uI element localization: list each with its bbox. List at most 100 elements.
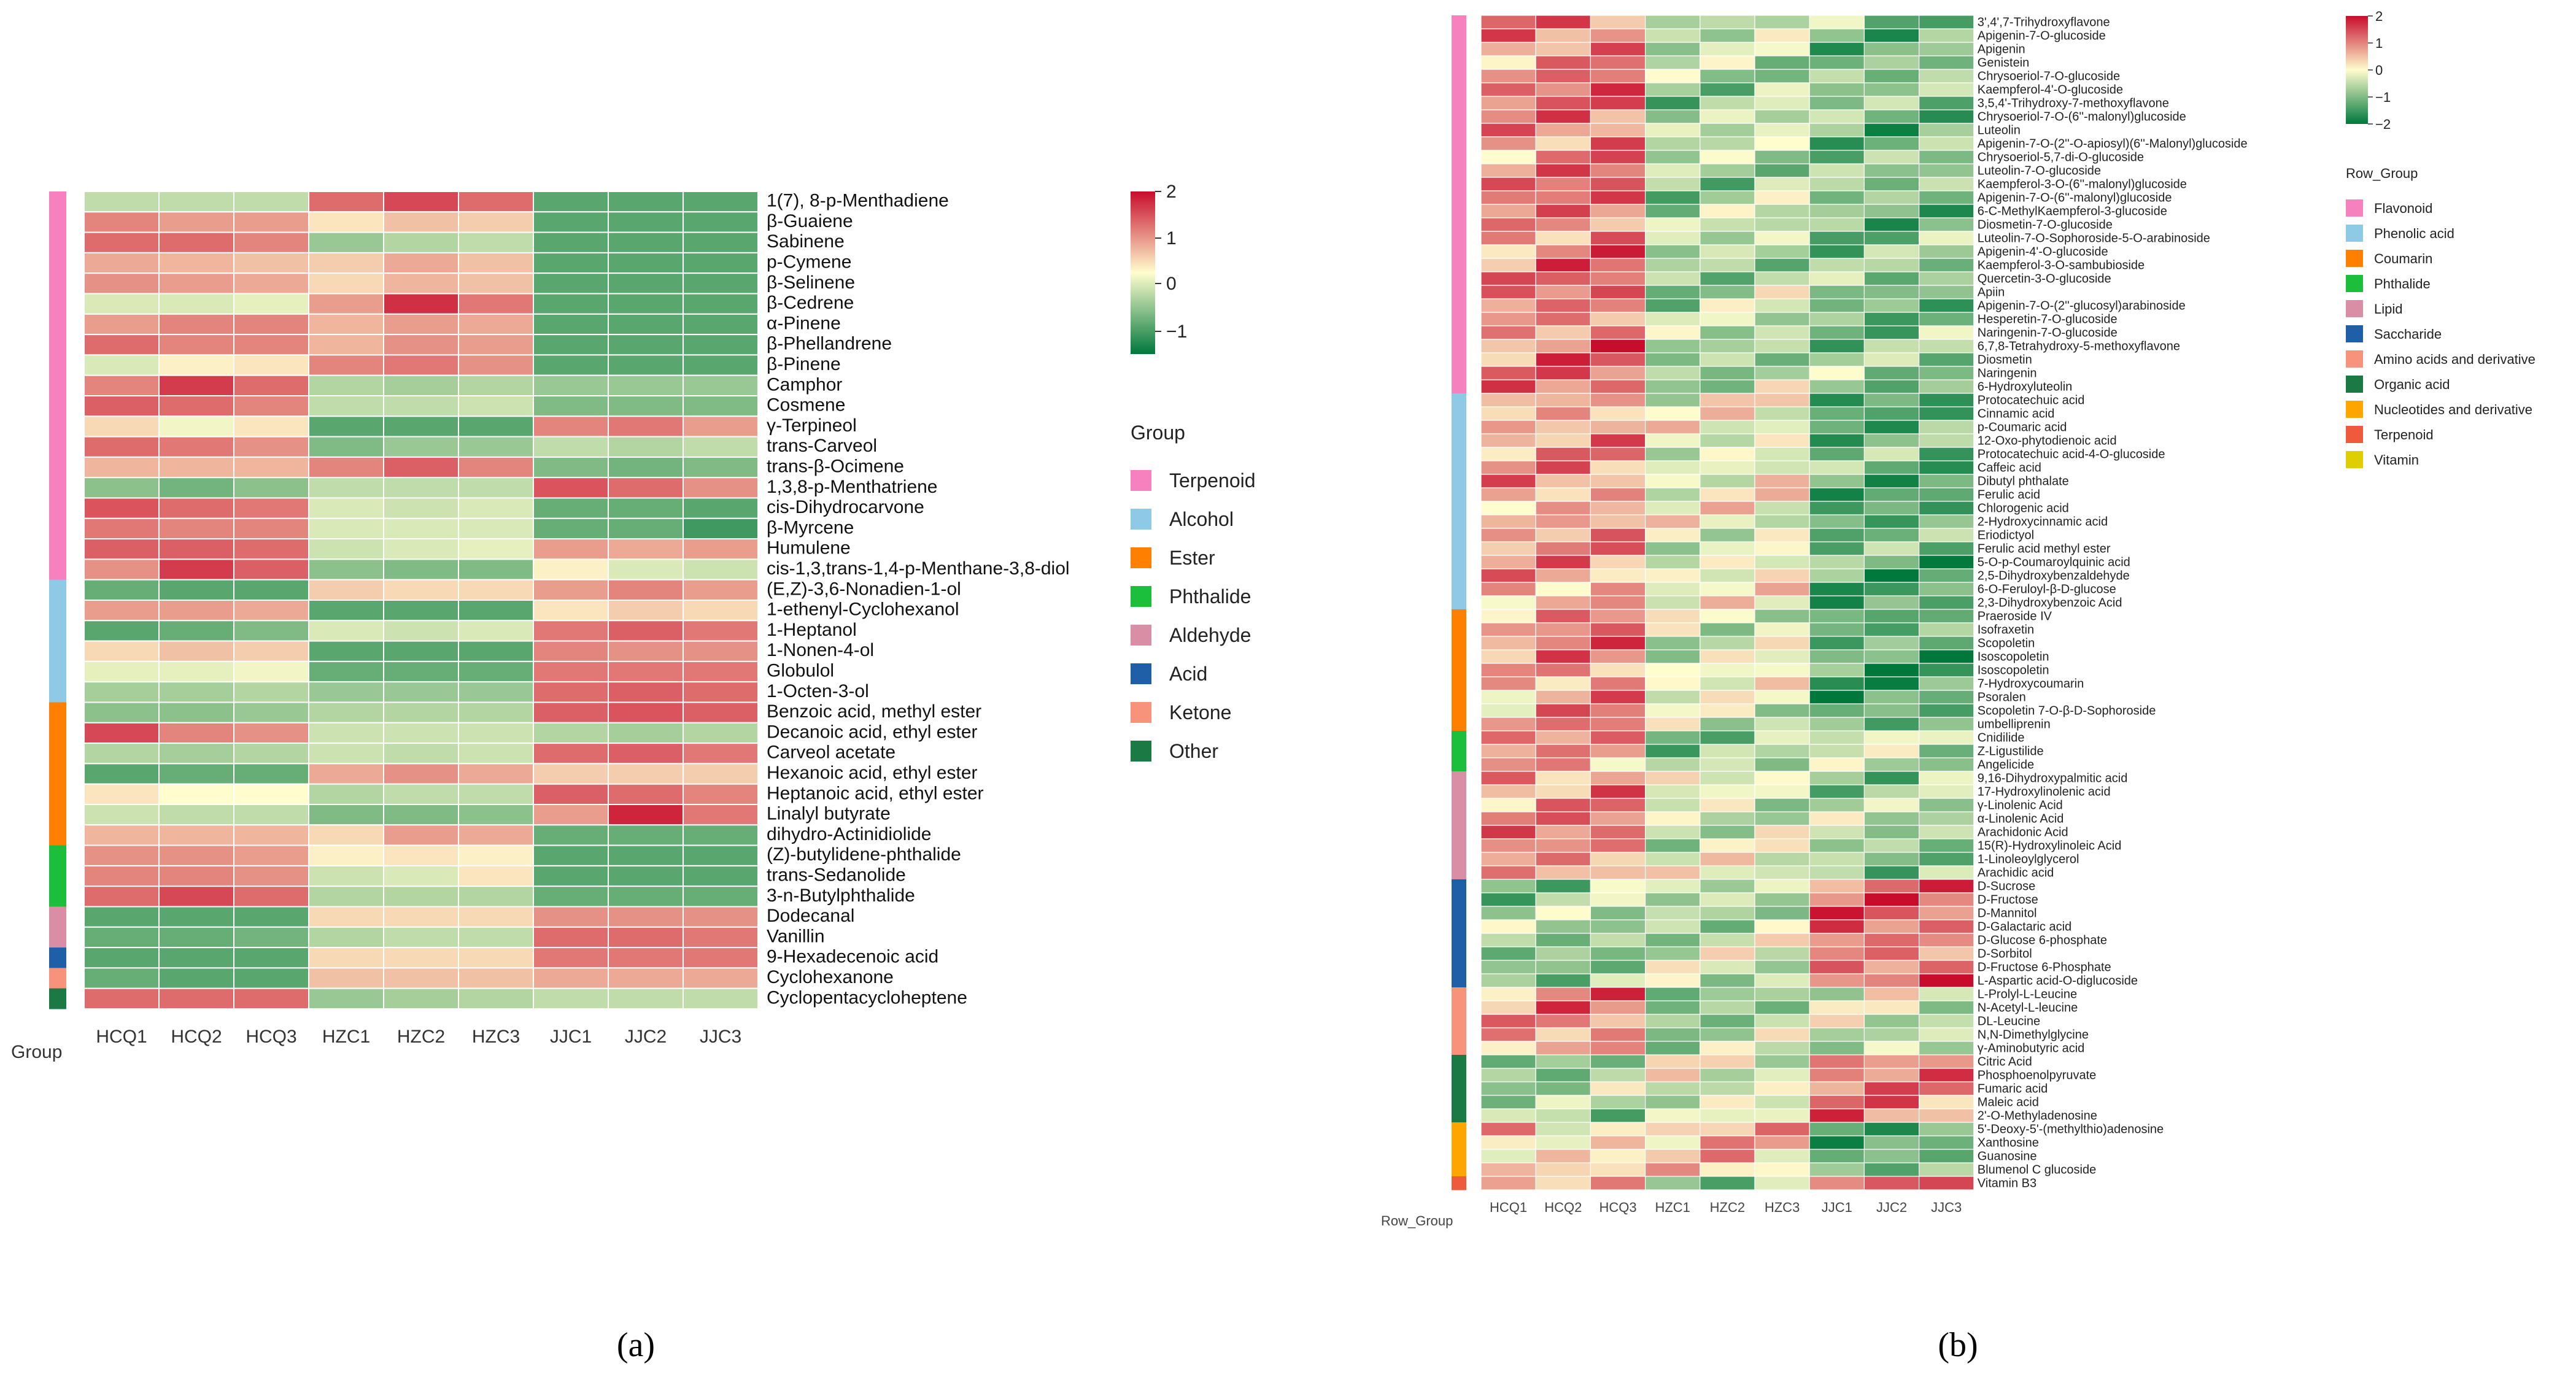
- row-label: Citric Acid: [1978, 1055, 2032, 1069]
- heatmap-cell: [1919, 811, 1975, 826]
- heatmap-cell: [458, 211, 534, 233]
- heatmap-cell: [683, 660, 759, 683]
- heatmap-cell: [1645, 501, 1701, 515]
- heatmap-cell: [1645, 973, 1701, 988]
- heatmap-cell: [1809, 177, 1865, 191]
- heatmap-cell: [1919, 771, 1975, 785]
- heatmap-cell: [1863, 595, 1920, 610]
- heatmap-cell: [383, 436, 459, 458]
- heatmap-cell: [608, 191, 684, 213]
- heatmap-cell: [1809, 1176, 1865, 1190]
- heatmap-cell: [1809, 1108, 1865, 1123]
- row-label: Luteolin: [1978, 124, 2021, 137]
- heatmap-cell: [458, 579, 534, 601]
- row-group-bar: [49, 477, 66, 498]
- heatmap-cell: [1919, 838, 1975, 853]
- heatmap-cell: [83, 681, 160, 703]
- row-group-bar: [49, 212, 66, 233]
- heatmap-cell: [83, 354, 160, 376]
- heatmap-cell: [1863, 676, 1920, 691]
- heatmap-cell: [1919, 204, 1975, 218]
- row-group-bar: [1452, 555, 1466, 569]
- heatmap-cell: [383, 293, 459, 315]
- row-group-bar: [49, 396, 66, 417]
- heatmap-cell: [1590, 204, 1646, 218]
- heatmap-cell: [1535, 28, 1591, 43]
- heatmap-cell: [1535, 150, 1591, 164]
- column-label: JJC2: [625, 1027, 667, 1047]
- heatmap-cell: [533, 906, 609, 928]
- heatmap-cell: [158, 640, 234, 662]
- heatmap-cell: [1645, 393, 1701, 407]
- heatmap-cell: [1645, 744, 1701, 758]
- row-label: Apigenin-7-O-(6''-malonyl)glucoside: [1978, 191, 2172, 205]
- heatmap-cell: [1809, 703, 1865, 718]
- heatmap-cell: [158, 824, 234, 846]
- heatmap-cell: [1535, 595, 1591, 610]
- heatmap-cell: [1919, 55, 1975, 70]
- row-label: Heptanoic acid, ethyl ester: [767, 783, 984, 803]
- heatmap-cell: [1919, 271, 1975, 286]
- heatmap-cell: [1590, 811, 1646, 826]
- heatmap-cell: [1919, 919, 1975, 934]
- heatmap-cell: [1863, 352, 1920, 367]
- heatmap-cell: [683, 844, 759, 866]
- heatmap-cell: [1809, 352, 1865, 367]
- heatmap-cell: [1919, 946, 1975, 961]
- heatmap-cell: [1809, 393, 1865, 407]
- heatmap-cell: [1535, 460, 1591, 475]
- row-group-bar: [1452, 906, 1466, 920]
- heatmap-cell: [1590, 1068, 1646, 1082]
- heatmap-cell: [1645, 96, 1701, 110]
- row-group-bar: [1452, 960, 1466, 974]
- heatmap-cell: [1590, 366, 1646, 380]
- row-label: Caffeic acid: [1978, 461, 2041, 475]
- row-label: Arachidic acid: [1978, 866, 2054, 880]
- row-group-bar: [1452, 542, 1466, 556]
- heatmap-cell: [683, 987, 759, 1009]
- heatmap-cell: [1480, 838, 1536, 853]
- heatmap-cell: [533, 436, 609, 458]
- heatmap-cell: [83, 436, 160, 458]
- heatmap-cell: [1590, 433, 1646, 448]
- heatmap-cell: [383, 517, 459, 540]
- heatmap-cell: [1700, 730, 1755, 745]
- heatmap-cell: [1480, 1162, 1536, 1177]
- heatmap-cell: [1863, 1068, 1920, 1082]
- heatmap-cell: [1809, 1095, 1865, 1109]
- heatmap-cell: [1590, 798, 1646, 812]
- heatmap-cell: [1863, 987, 1920, 1001]
- heatmap-cell: [608, 415, 684, 438]
- heatmap-cell: [1809, 825, 1865, 839]
- heatmap-cell: [1535, 703, 1591, 718]
- heatmap-cell: [1535, 1162, 1591, 1177]
- heatmap-cell: [1919, 703, 1975, 718]
- heatmap-cell: [1535, 339, 1591, 353]
- heatmap-cell: [1480, 325, 1536, 340]
- heatmap-cell: [83, 701, 160, 723]
- heatmap-cell: [158, 947, 234, 969]
- row-label: 2,5-Dihydroxybenzaldehyde: [1978, 569, 2130, 583]
- heatmap-cell: [1863, 744, 1920, 758]
- row-label: Chrysoeriol-7-O-(6''-malonyl)glucoside: [1978, 110, 2186, 124]
- heatmap-cell: [1700, 838, 1755, 853]
- heatmap-cell: [1809, 879, 1865, 893]
- heatmap-cell: [308, 844, 384, 866]
- heatmap-cell: [1645, 1000, 1701, 1015]
- legend-swatch: [2346, 275, 2363, 292]
- row-label: 2,3-Dihydroxybenzoic Acid: [1978, 596, 2122, 610]
- heatmap-cell: [308, 252, 384, 274]
- heatmap-cell: [533, 579, 609, 601]
- heatmap-cell: [1863, 798, 1920, 812]
- heatmap-cell: [1590, 136, 1646, 151]
- heatmap-cell: [1863, 757, 1920, 772]
- heatmap-cell: [1480, 514, 1536, 529]
- row-group-bar: [1452, 204, 1466, 218]
- legend-swatch: [2346, 225, 2363, 242]
- legend-label: Acid: [1169, 663, 1207, 685]
- heatmap-cell: [458, 395, 534, 417]
- heatmap-cell: [1700, 1014, 1755, 1028]
- row-label: Xanthosine: [1978, 1136, 2039, 1150]
- heatmap-cell: [1863, 231, 1920, 245]
- heatmap-cell: [1754, 28, 1810, 43]
